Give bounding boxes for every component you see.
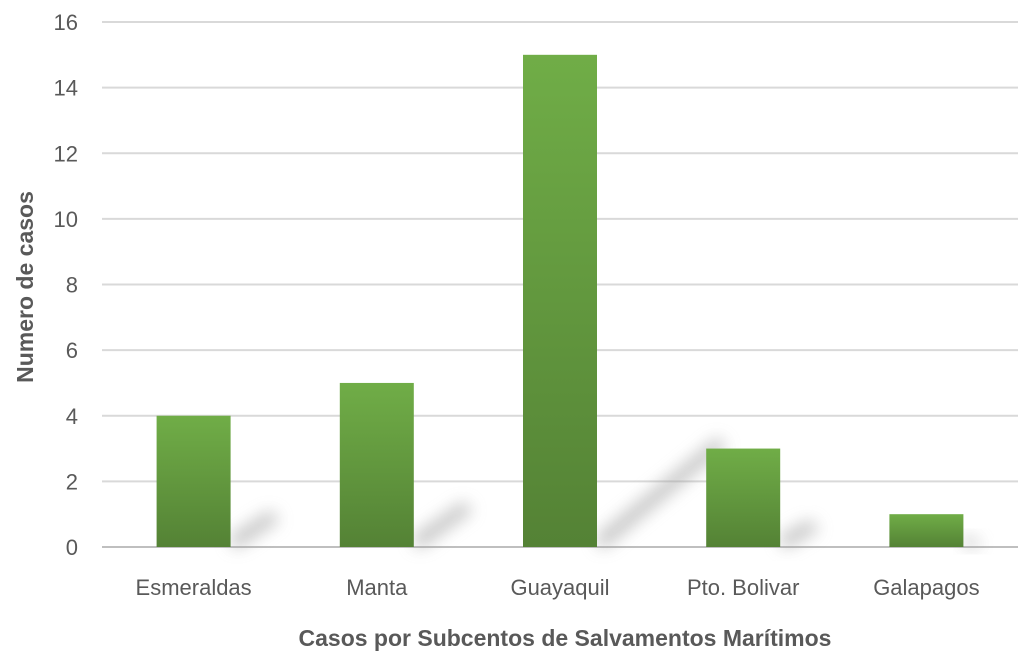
x-tick-label: Guayaquil — [510, 575, 609, 600]
bar-shadows — [230, 437, 984, 548]
y-tick-label: 8 — [66, 273, 78, 298]
y-axis-title: Numero de casos — [12, 191, 38, 383]
y-axis-ticks: 0 2 4 6 8 10 12 14 16 — [54, 10, 78, 560]
x-axis-ticks: Esmeraldas Manta Guayaquil Pto. Bolivar Gala… — [136, 575, 980, 600]
x-tick-label: Esmeraldas — [136, 575, 252, 600]
bar-galapagos — [889, 514, 964, 547]
y-tick-label: 16 — [54, 10, 78, 35]
bar-shadow — [597, 437, 727, 547]
y-tick-label: 12 — [54, 141, 78, 166]
bars — [156, 54, 964, 547]
y-tick-label: 4 — [66, 404, 78, 429]
bar-guayaquil — [523, 54, 597, 547]
bar-shadow — [963, 535, 984, 548]
x-tick-label: Galapagos — [873, 575, 979, 600]
x-axis-title: Casos por Subcentos de Salvamentos Marít… — [299, 625, 832, 651]
x-tick-label: Pto. Bolivar — [687, 575, 800, 600]
y-tick-label: 0 — [66, 535, 78, 560]
bar-shadow — [413, 501, 474, 547]
bar-pto-bolivar — [706, 448, 781, 547]
x-tick-label: Manta — [346, 575, 408, 600]
bar-manta — [339, 382, 414, 547]
bar-esmeraldas — [156, 415, 231, 547]
y-tick-label: 2 — [66, 469, 78, 494]
y-tick-label: 10 — [54, 207, 78, 232]
y-tick-label: 6 — [66, 338, 78, 363]
bar-shadow — [780, 519, 820, 547]
y-tick-label: 14 — [54, 76, 78, 101]
bar-shadow — [230, 510, 280, 547]
